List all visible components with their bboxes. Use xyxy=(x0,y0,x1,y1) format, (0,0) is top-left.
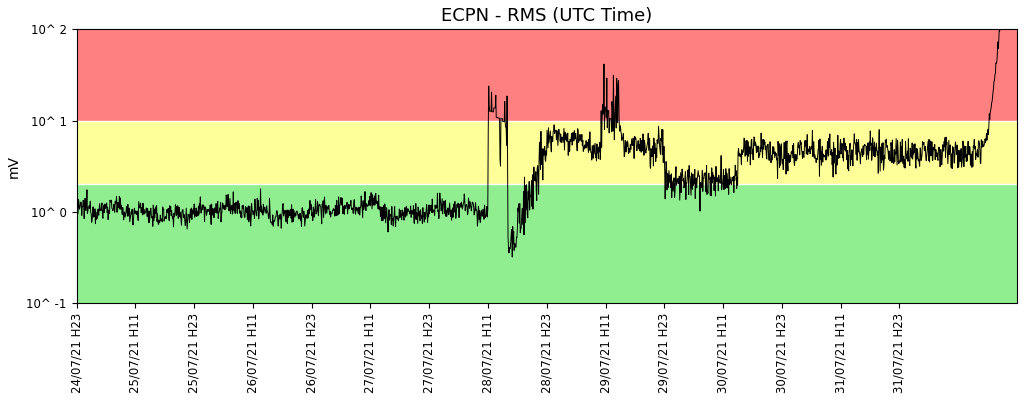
Title: ECPN - RMS (UTC Time): ECPN - RMS (UTC Time) xyxy=(441,7,652,25)
Bar xyxy=(77,120,1017,184)
Bar xyxy=(77,184,1017,303)
Bar xyxy=(77,29,1017,120)
Y-axis label: mV: mV xyxy=(7,155,20,178)
